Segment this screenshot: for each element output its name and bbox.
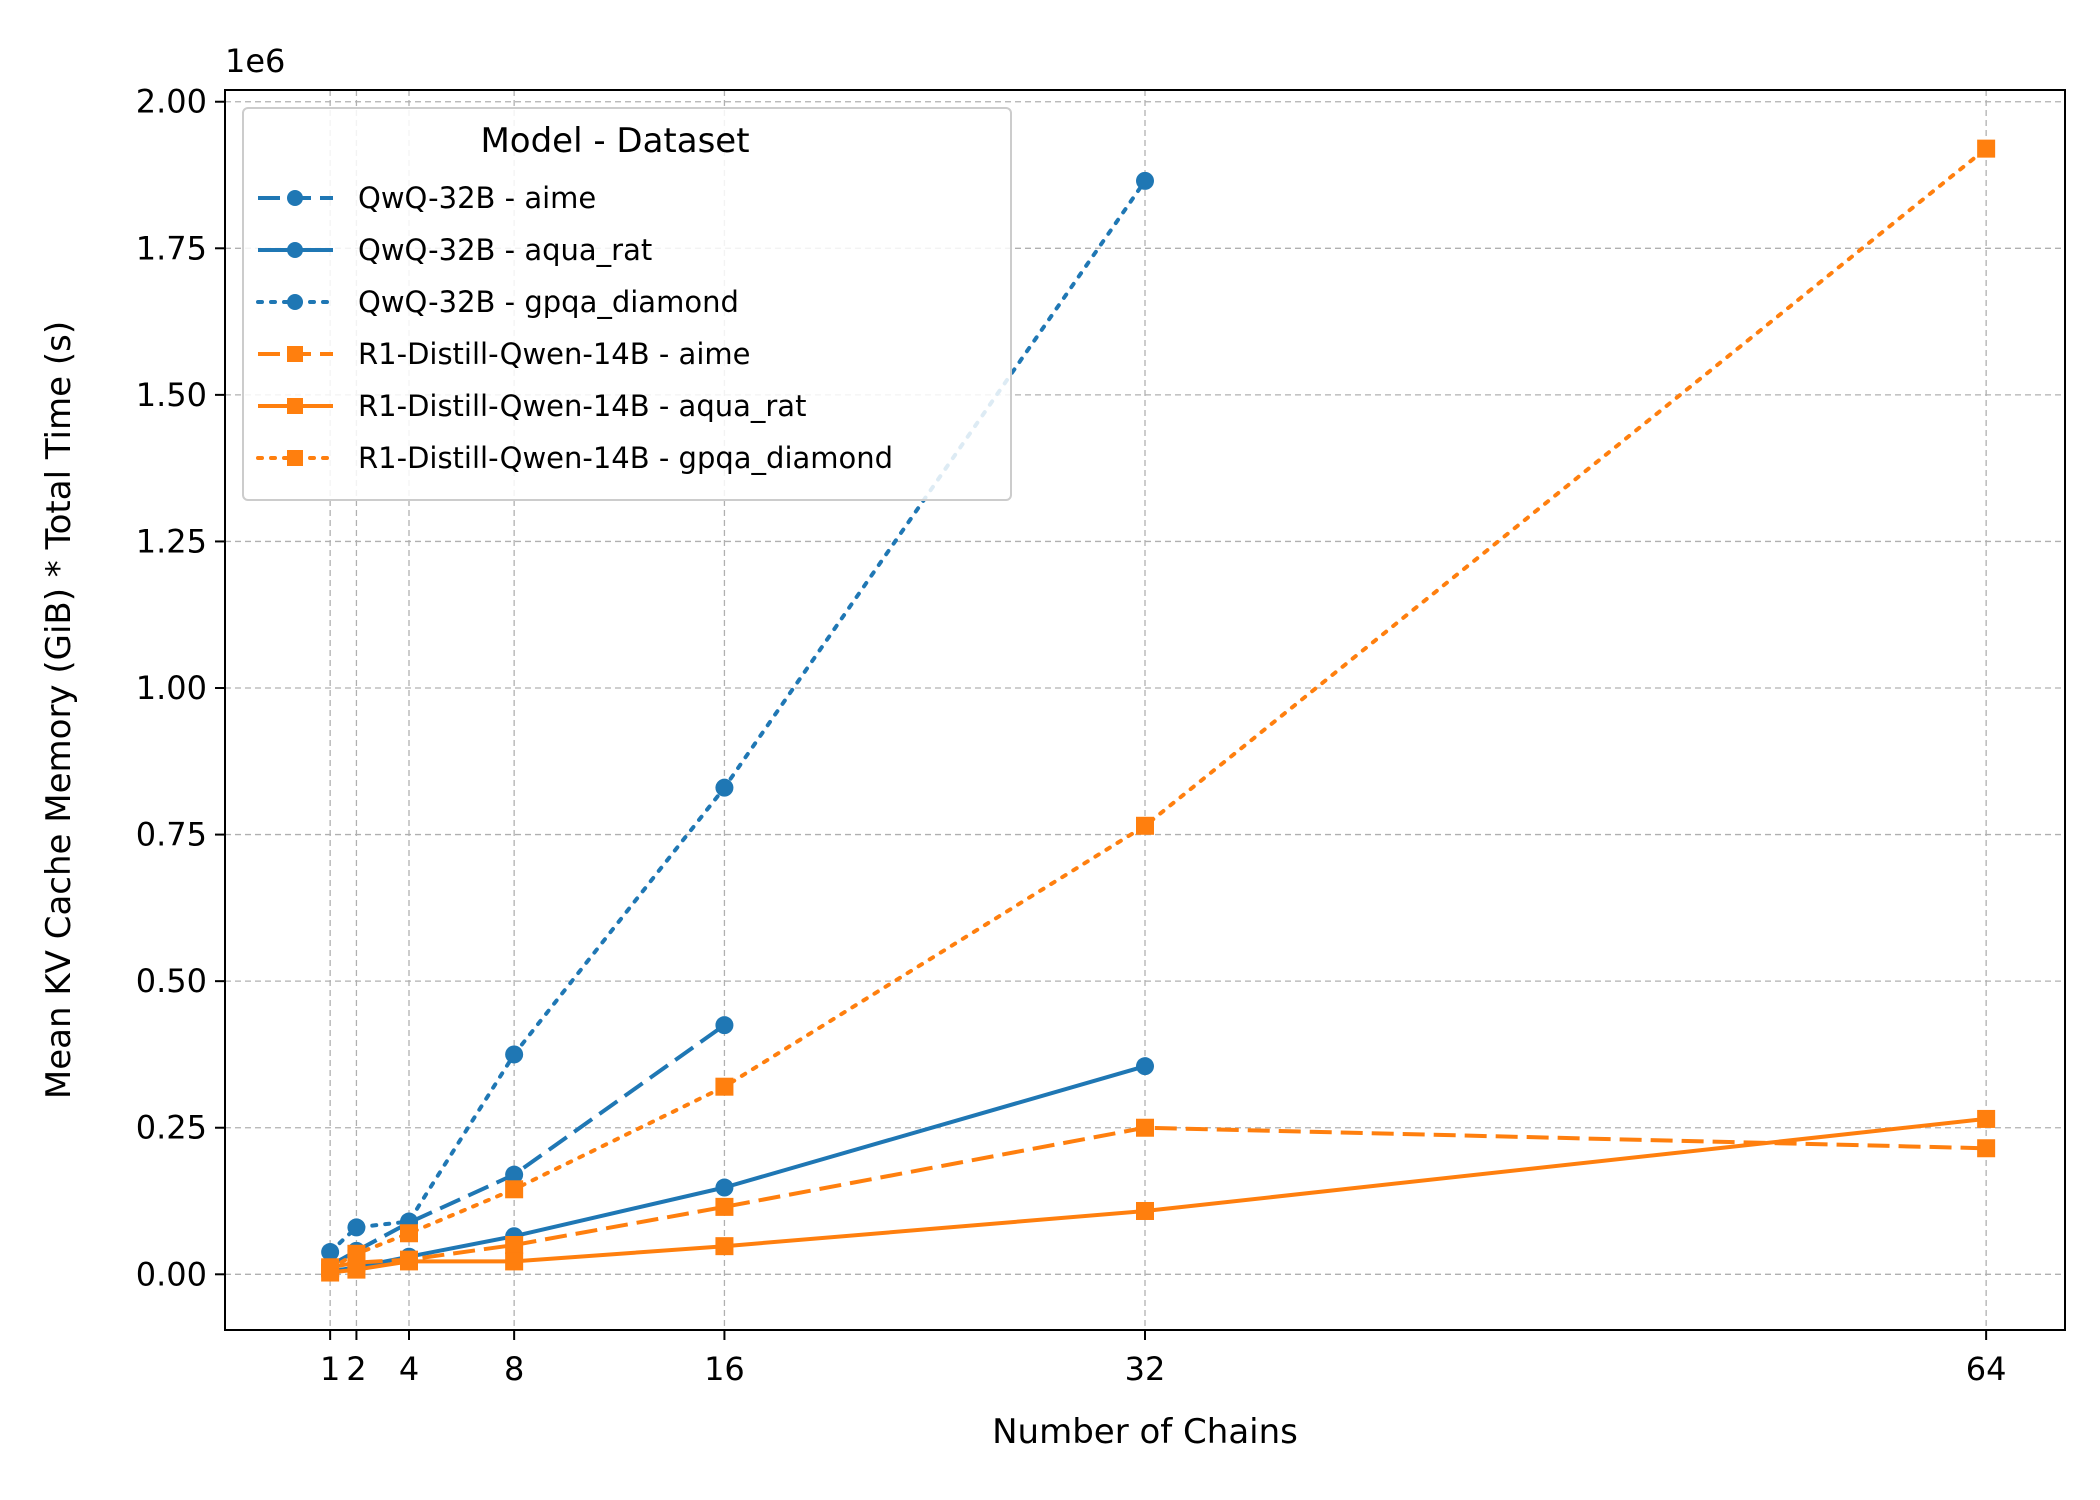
series-markers xyxy=(321,139,1996,1282)
data-point xyxy=(1136,1057,1154,1076)
data-point xyxy=(287,398,303,414)
data-point xyxy=(715,1178,734,1197)
data-point xyxy=(505,1165,524,1184)
data-point xyxy=(1977,1109,1996,1128)
data-point xyxy=(400,1252,418,1271)
data-point xyxy=(715,1016,734,1035)
y-tick-label: 1.25 xyxy=(136,522,207,560)
data-point xyxy=(1977,1139,1996,1158)
x-tick-label: 8 xyxy=(504,1350,524,1388)
legend-label: QwQ-32B - aqua_rat xyxy=(358,233,652,267)
legend-box xyxy=(242,107,1012,501)
data-point xyxy=(505,1045,524,1064)
legend-items: QwQ-32B - aime QwQ-32B - aqua_rat QwQ-32B … xyxy=(256,181,893,475)
data-point xyxy=(1977,139,1996,158)
legend-label: QwQ-32B - gpqa_diamond xyxy=(358,285,739,319)
x-axis: 1 2 4 8 16 32 64 xyxy=(320,1330,2007,1388)
data-point xyxy=(400,1224,418,1243)
data-point xyxy=(287,294,303,310)
data-point xyxy=(321,1243,340,1262)
data-point xyxy=(287,450,303,466)
data-point xyxy=(715,1237,734,1256)
y-axis: 0.00 0.25 0.50 0.75 1.00 1.25 1.50 1.75 2.00 xyxy=(136,83,225,1293)
y-tick-label: 1.75 xyxy=(136,229,207,267)
y-tick-label: 2.00 xyxy=(136,83,207,121)
data-point xyxy=(505,1235,524,1254)
legend-label: R1-Distill-Qwen-14B - aime xyxy=(358,337,750,371)
data-point xyxy=(1136,816,1154,835)
data-point xyxy=(347,1260,366,1279)
data-point xyxy=(287,242,303,258)
data-point xyxy=(347,1218,366,1237)
y-tick-label: 0.50 xyxy=(136,962,207,1000)
y-tick-label: 1.50 xyxy=(136,376,207,414)
data-point xyxy=(715,1197,734,1216)
data-point xyxy=(505,1180,524,1199)
data-point xyxy=(347,1244,366,1263)
data-point xyxy=(715,778,734,797)
data-point xyxy=(287,190,303,206)
x-tick-label: 64 xyxy=(1966,1350,2007,1388)
x-tick-label: 2 xyxy=(346,1350,366,1388)
data-point xyxy=(1136,1118,1154,1137)
data-point xyxy=(715,1077,734,1096)
y-axis-label: Mean KV Cache Memory (GiB) * Total Time … xyxy=(39,321,79,1099)
data-point xyxy=(1136,171,1154,190)
x-axis-label: Number of Chains xyxy=(992,1412,1298,1452)
y-tick-label: 0.75 xyxy=(136,816,207,854)
legend-label: QwQ-32B - aime xyxy=(358,181,596,215)
y-axis-offset-label: 1e6 xyxy=(225,42,285,80)
data-point xyxy=(321,1259,340,1278)
x-tick-label: 32 xyxy=(1125,1350,1166,1388)
y-tick-label: 0.25 xyxy=(136,1109,207,1147)
x-tick-label: 4 xyxy=(399,1350,419,1388)
data-point xyxy=(1136,1201,1154,1220)
legend-title: Model - Dataset xyxy=(480,121,749,161)
x-tick-label: 16 xyxy=(704,1350,745,1388)
y-tick-label: 0.00 xyxy=(136,1255,207,1293)
legend-label: R1-Distill-Qwen-14B - aqua_rat xyxy=(358,389,806,423)
data-point xyxy=(505,1252,524,1271)
data-point xyxy=(287,346,303,362)
y-tick-label: 1.00 xyxy=(136,669,207,707)
x-tick-label: 1 xyxy=(320,1350,340,1388)
legend-label: R1-Distill-Qwen-14B - gpqa_diamond xyxy=(358,441,893,475)
